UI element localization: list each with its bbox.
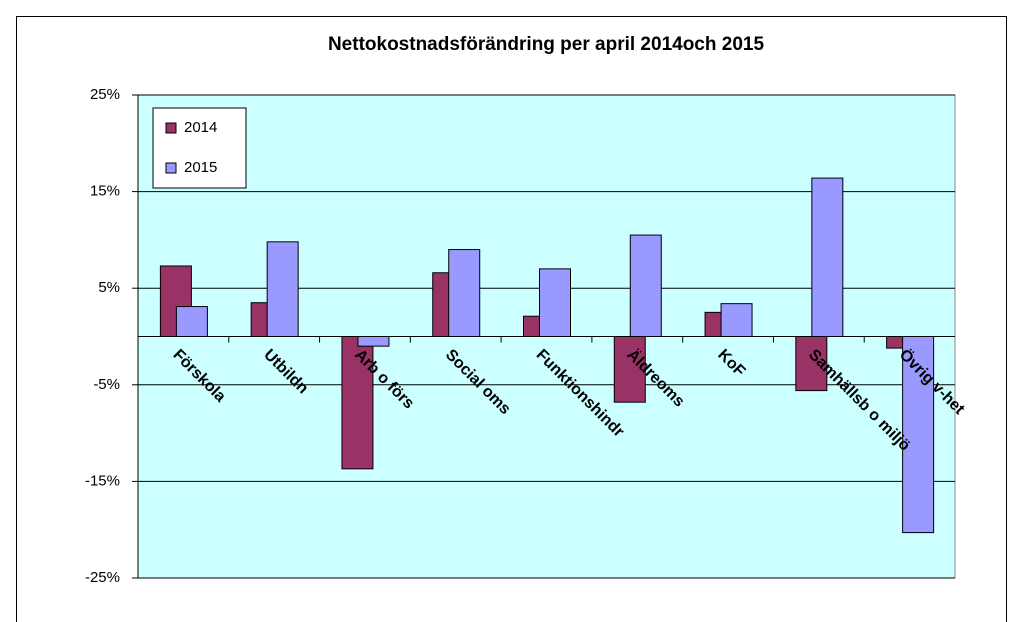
bar: [902, 336, 935, 534]
y-tick-label: -5%: [93, 376, 120, 393]
y-tick-label: 25%: [90, 86, 120, 103]
y-tick-label: -15%: [85, 472, 120, 489]
bar: [811, 177, 844, 337]
bar: [539, 268, 571, 338]
bar: [629, 234, 662, 338]
y-tick-label: -25%: [85, 569, 120, 586]
bar: [266, 241, 299, 337]
y-tick-label: 15%: [90, 183, 120, 200]
bar: [448, 249, 481, 337]
bar: [720, 303, 753, 338]
y-tick-label: 5%: [98, 279, 120, 296]
bar: [357, 336, 390, 347]
legend-box: [152, 107, 247, 189]
legend-swatch: [165, 122, 177, 134]
bar: [175, 306, 208, 337]
bar: [613, 336, 646, 403]
legend-label: 2014: [184, 119, 217, 136]
legend-label: 2015: [184, 159, 217, 176]
legend-swatch: [165, 162, 177, 174]
chart-title: Nettokostnadsförändring per april 2014oc…: [328, 34, 765, 55]
